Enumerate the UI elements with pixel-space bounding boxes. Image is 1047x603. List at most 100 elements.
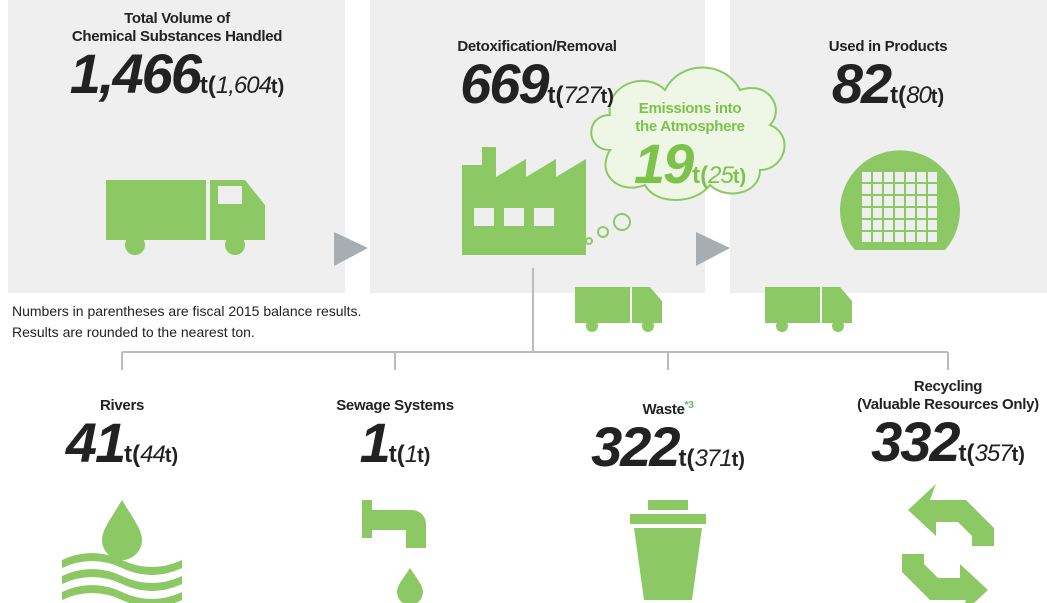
bubbles (585, 213, 631, 245)
unit: t) (417, 445, 431, 467)
unit: t) (732, 166, 747, 188)
wafer-cell (928, 208, 937, 218)
stat-value: 1t(1t) (215, 415, 575, 486)
stat-title: Waste*3 (642, 400, 694, 418)
value: 332 (871, 410, 960, 473)
previous-value: 371 (694, 445, 733, 472)
unit: t( (199, 72, 216, 99)
unit: t) (270, 76, 285, 98)
previous-value: 1,604 (215, 72, 272, 99)
wafer-icon (840, 150, 961, 250)
value: 1 (359, 411, 391, 474)
wafer-cell (917, 172, 926, 182)
unit: t) (1011, 444, 1025, 466)
stat-title: Recycling (913, 378, 983, 395)
wafer-cell (906, 184, 915, 194)
wafer-cell (873, 196, 882, 206)
wafer-cell (895, 208, 904, 218)
wafer-cell (895, 196, 904, 206)
recycle-icon (902, 484, 994, 603)
truck-icon (575, 287, 852, 332)
wafer-cell (928, 184, 937, 194)
wafer-cell (862, 208, 871, 218)
bin-icon (630, 500, 706, 600)
unit: t( (890, 82, 907, 109)
wafer-cell (917, 196, 926, 206)
wafer-cell (884, 196, 893, 206)
stat-value: 669t(727t) (357, 56, 717, 127)
previous-value: 80 (906, 82, 932, 109)
stat-title: (Valuable Resources Only) (857, 396, 1039, 413)
footnote-ref: *3 (684, 400, 694, 411)
stat-block: Emissions into the Atmosphere 19t(25t) (510, 100, 870, 207)
note: Results are rounded to the nearest ton. (12, 324, 255, 340)
stat-title: Rivers (99, 397, 145, 414)
wafer-cell (928, 196, 937, 206)
value: 19 (633, 132, 694, 195)
unit: t( (958, 440, 975, 467)
stat-title: Chemical Substances Handled (71, 28, 283, 45)
stat-block: Recycling (Valuable Resources Only) 332t(3… (768, 378, 1047, 485)
wafer-cell (917, 220, 926, 230)
wafer-cell (862, 196, 871, 206)
stat-title: Sewage Systems (336, 397, 454, 414)
value: 669 (460, 52, 549, 115)
wafer-cell (928, 220, 937, 230)
previous-value: 1 (404, 441, 418, 468)
wafer-cell (906, 208, 915, 218)
wafer-cell (873, 184, 882, 194)
wafer-cell (895, 184, 904, 194)
stat-block: Waste*3 322t(371t) (488, 397, 848, 490)
stat-value: 322t(371t) (488, 419, 848, 490)
wafer-cell (906, 232, 915, 242)
value: 1,466 (69, 42, 202, 105)
unit: t( (388, 441, 405, 468)
factory-icon (462, 147, 586, 255)
value: 41 (65, 411, 126, 474)
stat-title: Emissions into (638, 100, 742, 117)
stat-block: Detoxification/Removal 669t(727t) (357, 38, 717, 127)
wafer-cell (862, 184, 871, 194)
wafer-cell (895, 232, 904, 242)
previous-value: 357 (974, 440, 1013, 467)
wafer-cell (917, 232, 926, 242)
unit: t( (547, 82, 564, 109)
stat-value: 82t(80t) (708, 56, 1047, 127)
wafer-cell (906, 196, 915, 206)
stat-title: the Atmosphere (635, 118, 745, 135)
stat-value: 1,466t(1,604t) (0, 46, 357, 117)
wafer-cell (895, 220, 904, 230)
wafer-cell (917, 208, 926, 218)
wafer-cell (873, 172, 882, 182)
previous-value: 44 (140, 441, 166, 468)
wafer-cell (928, 172, 937, 182)
wafer-cell (862, 220, 871, 230)
wafer-cell (884, 220, 893, 230)
arrow (334, 232, 368, 266)
truck-icon (106, 180, 265, 255)
arrow (696, 232, 730, 266)
wafer-cell (895, 172, 904, 182)
flow-lines (121, 268, 949, 370)
wafer-cell (873, 208, 882, 218)
wafer-cell (884, 172, 893, 182)
unit: t) (164, 445, 179, 467)
stat-block: Sewage Systems 1t(1t) (215, 397, 575, 486)
wafer-cell (884, 232, 893, 242)
stat-block: Rivers 41t(44t) (0, 397, 302, 486)
wafer-cell (862, 172, 871, 182)
note: Numbers in parentheses are fiscal 2015 b… (12, 303, 362, 319)
stat-value: 332t(357t) (768, 414, 1047, 485)
input-box (8, 0, 345, 293)
wafer-cell (884, 184, 893, 194)
stat-title: Used in Products (828, 38, 948, 55)
stat-title: Total Volume of (124, 10, 230, 27)
cloud (590, 66, 786, 201)
unit: t( (692, 162, 709, 189)
wafer-cell (862, 232, 871, 242)
wafer-cell (884, 208, 893, 218)
river-icon (62, 500, 182, 603)
stat-title: Detoxification/Removal (457, 38, 617, 55)
